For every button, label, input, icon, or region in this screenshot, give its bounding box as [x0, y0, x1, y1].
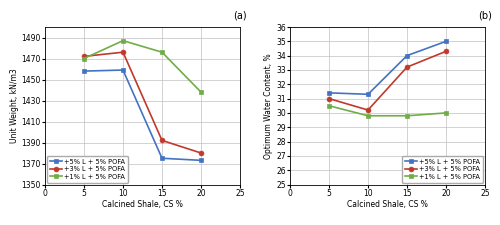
+3% L + 5% POFA: [404, 66, 410, 68]
+1% L + 5% POFA: [443, 112, 449, 114]
Text: (a): (a): [234, 10, 247, 20]
Line: +3% L + 5% POFA: +3% L + 5% POFA: [82, 50, 204, 155]
Line: +1% L + 5% POFA: +1% L + 5% POFA: [82, 38, 204, 94]
+5% L + 5% POFA: [159, 157, 165, 160]
X-axis label: Calcined Shale, CS %: Calcined Shale, CS %: [102, 200, 183, 209]
+3% L + 5% POFA: [326, 97, 332, 100]
+3% L + 5% POFA: [120, 51, 126, 54]
+1% L + 5% POFA: [120, 39, 126, 42]
+3% L + 5% POFA: [198, 152, 204, 154]
+5% L + 5% POFA: [443, 40, 449, 43]
+5% L + 5% POFA: [404, 54, 410, 57]
+3% L + 5% POFA: [443, 50, 449, 53]
+1% L + 5% POFA: [365, 115, 371, 117]
Legend: +5% L + 5% POFA, +3% L + 5% POFA, +1% L + 5% POFA: +5% L + 5% POFA, +3% L + 5% POFA, +1% L …: [402, 156, 483, 182]
+1% L + 5% POFA: [81, 57, 87, 60]
+5% L + 5% POFA: [326, 92, 332, 94]
Line: +3% L + 5% POFA: +3% L + 5% POFA: [326, 49, 448, 112]
Y-axis label: Optimum Water Content, %: Optimum Water Content, %: [264, 53, 274, 159]
Y-axis label: Unit Weight, kN/m3: Unit Weight, kN/m3: [10, 68, 18, 143]
Legend: +5% L + 5% POFA, +3% L + 5% POFA, +1% L + 5% POFA: +5% L + 5% POFA, +3% L + 5% POFA, +1% L …: [47, 156, 128, 182]
+5% L + 5% POFA: [81, 70, 87, 72]
+5% L + 5% POFA: [120, 69, 126, 71]
Text: (b): (b): [478, 10, 492, 20]
+5% L + 5% POFA: [198, 159, 204, 162]
+3% L + 5% POFA: [365, 109, 371, 111]
+3% L + 5% POFA: [159, 139, 165, 142]
+1% L + 5% POFA: [404, 115, 410, 117]
+5% L + 5% POFA: [365, 93, 371, 96]
Line: +5% L + 5% POFA: +5% L + 5% POFA: [82, 68, 204, 163]
+1% L + 5% POFA: [326, 104, 332, 107]
+1% L + 5% POFA: [198, 91, 204, 93]
X-axis label: Calcined Shale, CS %: Calcined Shale, CS %: [347, 200, 428, 209]
Line: +1% L + 5% POFA: +1% L + 5% POFA: [326, 103, 448, 118]
Line: +5% L + 5% POFA: +5% L + 5% POFA: [326, 39, 448, 97]
+3% L + 5% POFA: [81, 55, 87, 58]
+1% L + 5% POFA: [159, 51, 165, 54]
